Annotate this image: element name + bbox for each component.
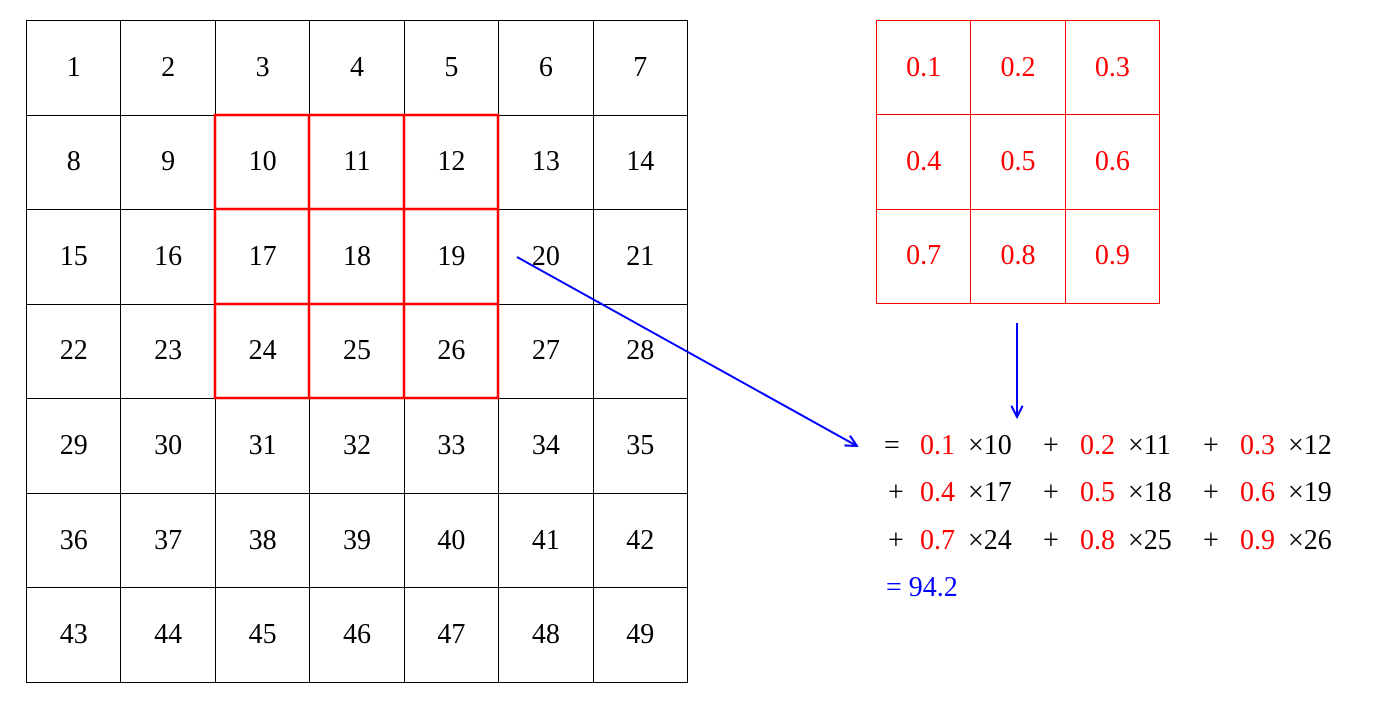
input-cell: 1 <box>27 21 122 116</box>
input-cell: 24 <box>215 304 311 400</box>
input-cell: 32 <box>310 399 405 494</box>
equation-value: ×19 <box>1288 477 1332 508</box>
input-cell: 45 <box>215 588 311 683</box>
equation-operator: + <box>1203 477 1219 508</box>
input-cell: 46 <box>310 588 405 683</box>
input-cell: 27 <box>499 304 594 400</box>
input-cell: 7 <box>593 21 688 116</box>
input-cell: 4 <box>310 21 405 116</box>
equation-value: ×11 <box>1128 430 1171 461</box>
input-cell: 30 <box>121 399 216 494</box>
equation-operator: + <box>1043 477 1059 508</box>
input-cell: 43 <box>27 588 122 683</box>
equation-operator: + <box>888 477 904 508</box>
input-cell: 31 <box>215 399 311 494</box>
input-cell: 36 <box>27 493 122 589</box>
equation-value: ×17 <box>968 477 1012 508</box>
kernel-cell: 0.4 <box>877 115 972 210</box>
equation-operator: = <box>884 430 900 461</box>
input-cell: 16 <box>121 210 216 305</box>
input-cell: 3 <box>215 21 311 116</box>
input-cell: 14 <box>593 115 688 211</box>
equation-weight: 0.6 <box>1240 477 1275 508</box>
input-cell: 42 <box>593 493 688 589</box>
input-cell: 21 <box>593 210 688 305</box>
equation-value: ×18 <box>1128 477 1172 508</box>
equation-weight: 0.7 <box>920 525 955 556</box>
kernel-cell: 0.8 <box>971 209 1066 304</box>
input-matrix: 1 2 3 4 5 6 7 8 9 10 11 12 13 14 15 16 17 18 19 20 21 22 23 24 2… <box>26 20 688 683</box>
input-cell: 40 <box>404 493 500 589</box>
input-cell: 26 <box>404 304 500 400</box>
kernel-cell: 0.6 <box>1065 115 1160 210</box>
input-cell: 5 <box>404 21 500 116</box>
input-cell: 23 <box>121 304 216 400</box>
equation-weight: 0.3 <box>1240 430 1275 461</box>
input-cell: 49 <box>593 588 688 683</box>
equation-value: ×24 <box>968 525 1012 556</box>
equation-weight: 0.8 <box>1080 525 1115 556</box>
input-cell: 9 <box>121 115 216 211</box>
input-cell: 37 <box>121 493 216 589</box>
equation-result: = 94.2 <box>886 572 958 603</box>
input-cell: 12 <box>404 115 500 211</box>
equation-value: ×25 <box>1128 525 1172 556</box>
input-cell: 39 <box>310 493 405 589</box>
input-cell: 47 <box>404 588 500 683</box>
input-cell: 19 <box>404 210 500 305</box>
equation-value: ×10 <box>968 430 1012 461</box>
input-cell: 17 <box>215 210 311 305</box>
input-cell: 22 <box>27 304 122 400</box>
equation-value: ×26 <box>1288 525 1332 556</box>
equation-operator: + <box>1203 430 1219 461</box>
input-cell: 2 <box>121 21 216 116</box>
kernel-cell: 0.1 <box>877 21 972 116</box>
kernel-matrix: 0.1 0.2 0.3 0.4 0.5 0.6 0.7 0.8 0.9 <box>876 20 1160 304</box>
equation-weight: 0.5 <box>1080 477 1115 508</box>
input-cell: 35 <box>593 399 688 494</box>
input-cell: 25 <box>310 304 405 400</box>
input-cell: 13 <box>499 115 594 211</box>
input-cell: 18 <box>310 210 405 305</box>
kernel-cell: 0.2 <box>971 21 1066 116</box>
equation-weight: 0.4 <box>920 477 955 508</box>
input-cell: 38 <box>215 493 311 589</box>
equation-weight: 0.2 <box>1080 430 1115 461</box>
input-cell: 28 <box>593 304 688 400</box>
kernel-cell: 0.7 <box>877 209 972 304</box>
equation-operator: + <box>1043 525 1059 556</box>
input-cell: 34 <box>499 399 594 494</box>
input-cell: 10 <box>215 115 311 211</box>
input-cell: 20 <box>499 210 594 305</box>
equation-operator: + <box>888 525 904 556</box>
input-cell: 11 <box>310 115 405 211</box>
equation-weight: 0.9 <box>1240 525 1275 556</box>
kernel-cell: 0.3 <box>1065 21 1160 116</box>
input-cell: 48 <box>499 588 594 683</box>
equation-operator: + <box>1043 430 1059 461</box>
input-cell: 29 <box>27 399 122 494</box>
equation-value: ×12 <box>1288 430 1332 461</box>
kernel-cell: 0.5 <box>971 115 1066 210</box>
input-cell: 15 <box>27 210 122 305</box>
input-cell: 44 <box>121 588 216 683</box>
input-cell: 8 <box>27 115 122 211</box>
equation-operator: + <box>1203 525 1219 556</box>
input-cell: 41 <box>499 493 594 589</box>
kernel-cell: 0.9 <box>1065 209 1160 304</box>
input-cell: 33 <box>404 399 500 494</box>
input-cell: 6 <box>499 21 594 116</box>
equation-weight: 0.1 <box>920 430 955 461</box>
